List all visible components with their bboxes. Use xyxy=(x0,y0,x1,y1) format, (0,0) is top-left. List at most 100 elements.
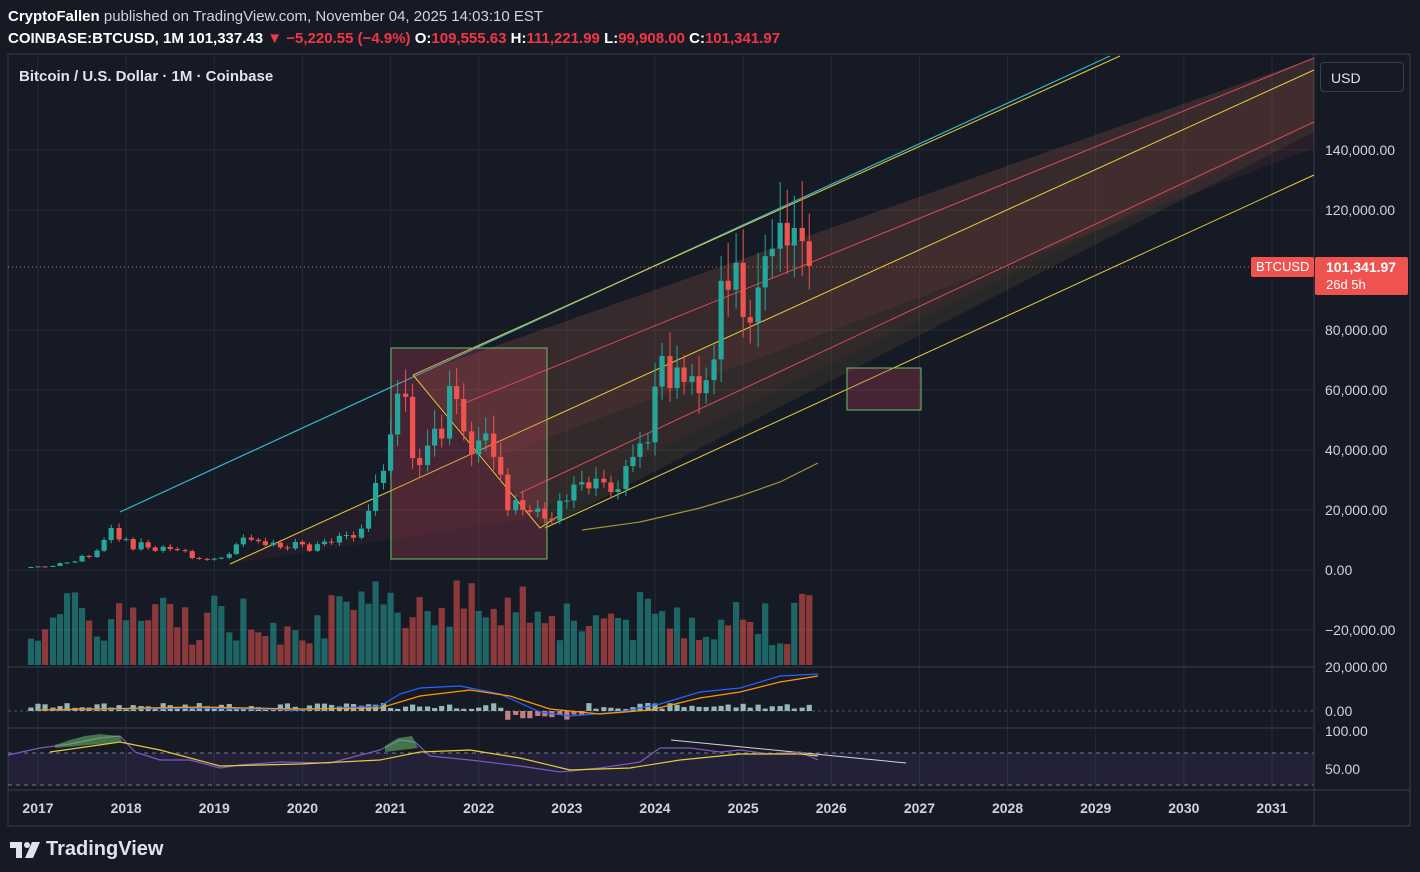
candle-body xyxy=(659,356,665,387)
volume-bar xyxy=(732,602,740,665)
candle-body xyxy=(218,557,224,559)
macd-histogram-bar xyxy=(784,704,790,711)
macd-histogram-bar xyxy=(777,706,783,711)
candle-body xyxy=(520,500,526,510)
volume-bar xyxy=(784,644,791,665)
volume-bar xyxy=(160,597,167,665)
symbol-label[interactable]: COINBASE:BTCUSD, 1M xyxy=(8,30,184,47)
macd-histogram-bar xyxy=(520,711,526,719)
candle-body xyxy=(86,555,92,557)
volume-bar xyxy=(777,643,784,665)
volume-bar xyxy=(651,613,659,665)
volume-bar xyxy=(453,580,460,665)
volume-bar xyxy=(629,640,637,665)
candle-body xyxy=(410,396,416,459)
volume-bar xyxy=(306,643,313,665)
candle-body xyxy=(491,433,497,457)
volume-bar xyxy=(350,610,357,665)
macd-histogram-bar xyxy=(637,703,643,711)
price-axis[interactable]: 140,000.00 120,000.00 80,000.00 60,000.00 40… xyxy=(1325,142,1396,777)
candle-body xyxy=(549,518,555,521)
candle-body xyxy=(586,482,592,489)
price-tick-label: 80,000.00 xyxy=(1325,322,1387,338)
volume-bar xyxy=(336,596,343,665)
candle-body xyxy=(447,386,453,439)
volume-bars xyxy=(27,580,813,665)
candle-body xyxy=(174,549,180,551)
candle-body xyxy=(42,566,48,568)
volume-bar xyxy=(600,618,607,665)
candle-body xyxy=(461,399,467,432)
macd-histogram-bar xyxy=(681,707,687,711)
high-value: 111,221.99 xyxy=(526,30,600,47)
time-tick-label: 2026 xyxy=(816,800,847,816)
volume-bar xyxy=(226,632,233,665)
time-axis[interactable]: 2017 2018 2019 2020 2021 2022 2023 2024 2025 2026… xyxy=(22,800,1287,816)
macd-histogram-bar xyxy=(424,706,431,711)
time-tick-label: 2024 xyxy=(639,800,670,816)
brand[interactable]: TradingView xyxy=(10,838,163,861)
volume-bar xyxy=(644,598,652,665)
macd-histogram-bar xyxy=(469,708,475,711)
candle-body xyxy=(557,500,563,521)
macd-histogram-bar xyxy=(447,704,453,711)
volume-bar xyxy=(130,607,137,665)
volume-bar xyxy=(504,597,511,665)
candle-body xyxy=(101,540,107,551)
candle-body xyxy=(432,428,438,446)
time-tick-label: 2018 xyxy=(111,800,142,816)
macd-histogram-bar xyxy=(527,711,533,719)
low-label: L: xyxy=(604,30,619,47)
macd-histogram-bar xyxy=(483,705,489,711)
channel-upper-red-line xyxy=(459,57,1315,406)
macd-histogram-bar xyxy=(608,707,614,711)
volume-bar xyxy=(703,636,710,665)
candle-body xyxy=(182,550,188,552)
low-value: 99,908.00 xyxy=(618,30,685,47)
volume-bar xyxy=(475,611,482,665)
candle-body xyxy=(469,431,475,455)
volume-bar xyxy=(262,635,269,665)
time-tick-label: 2021 xyxy=(375,800,406,816)
volume-bar xyxy=(78,608,86,665)
candle-body xyxy=(116,528,122,540)
volume-bar xyxy=(460,608,467,665)
macd-histogram-bar xyxy=(277,704,283,711)
macd-histogram-bar xyxy=(505,711,511,720)
volume-bar xyxy=(343,601,350,665)
candle-body xyxy=(615,489,621,492)
volume-bar xyxy=(328,595,335,665)
high-label: H: xyxy=(510,30,527,47)
macd-histogram-bar xyxy=(769,706,775,711)
macd-histogram-bar xyxy=(718,705,724,711)
price-tick-label: −20,000.00 xyxy=(1325,622,1396,638)
candle-body xyxy=(94,550,100,557)
volume-bar xyxy=(49,617,57,665)
volume-bar xyxy=(680,638,688,665)
currency-button[interactable]: USD xyxy=(1320,62,1404,92)
candle-body xyxy=(380,470,387,483)
volume-bar xyxy=(380,604,387,665)
candle-body xyxy=(240,537,246,545)
volume-bar xyxy=(446,626,453,665)
volume-bar xyxy=(270,622,277,665)
macd-histogram-bar xyxy=(64,703,70,711)
price-tag-price: 101,341.97 xyxy=(1326,259,1397,275)
candle-body xyxy=(733,262,739,290)
rsi-ma-line xyxy=(49,741,819,771)
candle-body xyxy=(417,458,423,465)
volume-bar xyxy=(204,612,211,665)
publisher-name[interactable]: CryptoFallen xyxy=(8,8,100,25)
candle-body xyxy=(799,228,805,242)
macd-histogram-bar xyxy=(557,711,563,715)
candle-body xyxy=(306,544,313,551)
volume-bar xyxy=(63,593,71,665)
candle-body xyxy=(601,478,607,483)
volume-bar xyxy=(284,626,291,665)
candle-body xyxy=(204,558,210,560)
time-tick-label: 2020 xyxy=(287,800,318,816)
macd-histogram-bar xyxy=(410,704,416,711)
volume-bar xyxy=(592,615,600,665)
time-tick-label: 2029 xyxy=(1080,800,1111,816)
